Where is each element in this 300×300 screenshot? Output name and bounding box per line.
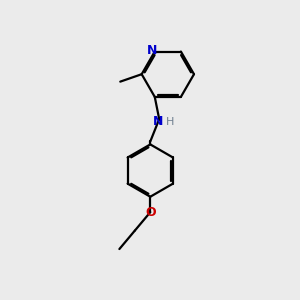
Text: O: O xyxy=(145,206,156,219)
Text: N: N xyxy=(152,115,163,128)
Text: H: H xyxy=(165,116,174,127)
Text: N: N xyxy=(147,44,157,57)
